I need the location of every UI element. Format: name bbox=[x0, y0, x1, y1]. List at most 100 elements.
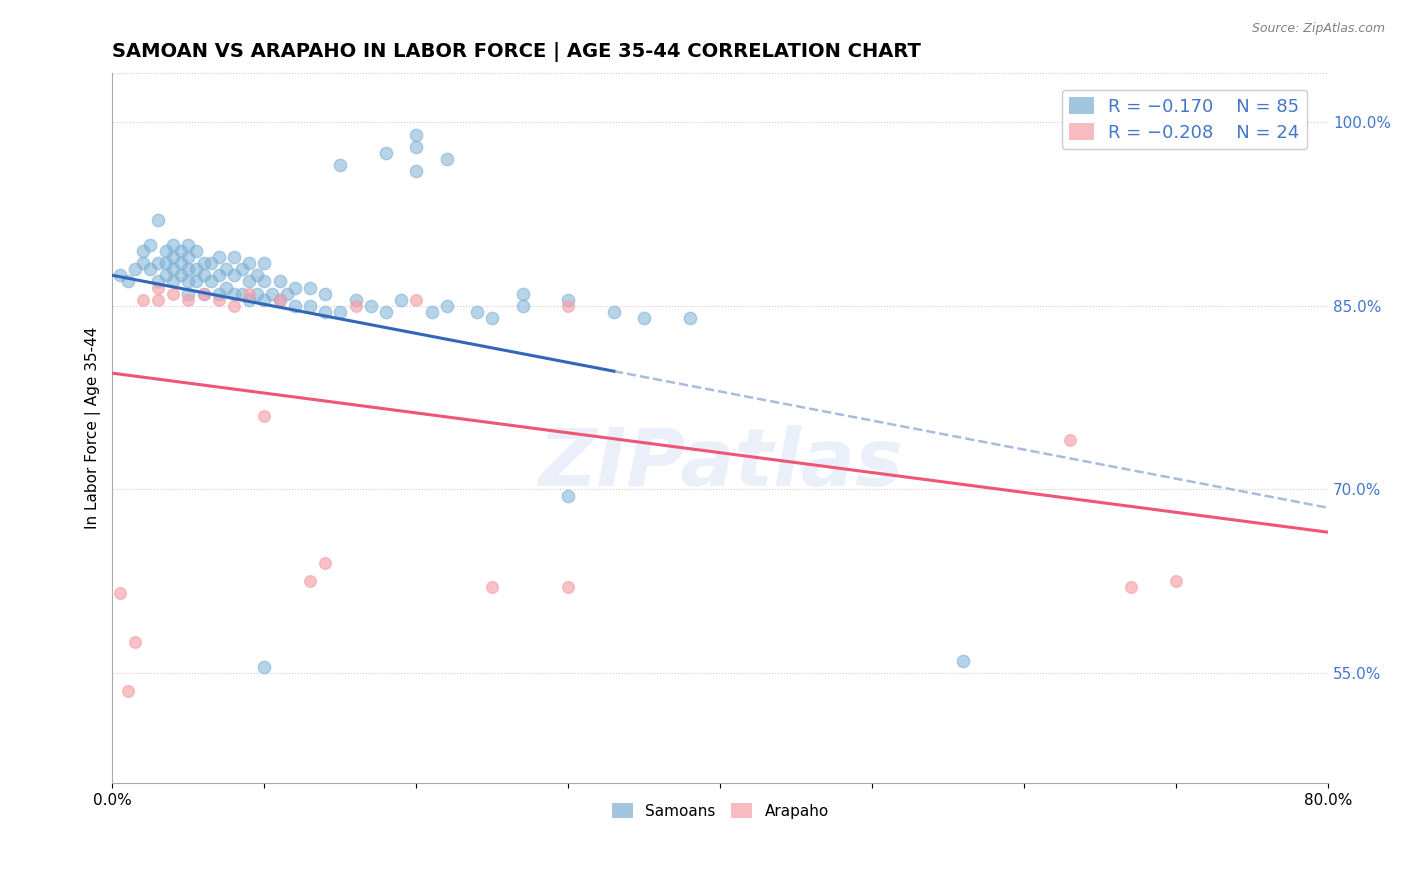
Point bbox=[132, 256, 155, 270]
Point bbox=[1119, 580, 1142, 594]
Point bbox=[512, 299, 534, 313]
Point bbox=[284, 280, 307, 294]
Point bbox=[405, 293, 427, 307]
Point bbox=[146, 256, 169, 270]
Point bbox=[1059, 434, 1081, 448]
Point bbox=[124, 262, 146, 277]
Point bbox=[215, 280, 238, 294]
Point bbox=[193, 268, 215, 283]
Text: Source: ZipAtlas.com: Source: ZipAtlas.com bbox=[1251, 22, 1385, 36]
Point bbox=[200, 256, 222, 270]
Point bbox=[170, 268, 193, 283]
Point bbox=[298, 574, 321, 589]
Point bbox=[269, 293, 291, 307]
Point bbox=[405, 128, 427, 142]
Point bbox=[208, 293, 231, 307]
Point bbox=[146, 274, 169, 288]
Point bbox=[284, 299, 307, 313]
Point bbox=[117, 274, 139, 288]
Point bbox=[260, 286, 283, 301]
Point bbox=[231, 262, 253, 277]
Y-axis label: In Labor Force | Age 35-44: In Labor Force | Age 35-44 bbox=[86, 327, 101, 530]
Point bbox=[208, 268, 231, 283]
Point bbox=[222, 250, 245, 264]
Point bbox=[1166, 574, 1188, 589]
Point bbox=[132, 244, 155, 258]
Point bbox=[124, 635, 146, 649]
Point bbox=[314, 305, 336, 319]
Point bbox=[557, 580, 579, 594]
Point bbox=[512, 286, 534, 301]
Point bbox=[603, 305, 626, 319]
Point bbox=[162, 250, 184, 264]
Point bbox=[184, 274, 207, 288]
Point bbox=[222, 286, 245, 301]
Point bbox=[155, 256, 177, 270]
Point bbox=[557, 293, 579, 307]
Point bbox=[679, 311, 702, 326]
Point bbox=[360, 299, 382, 313]
Point bbox=[389, 293, 412, 307]
Point bbox=[329, 305, 352, 319]
Point bbox=[139, 237, 162, 252]
Point bbox=[344, 293, 367, 307]
Point bbox=[155, 244, 177, 258]
Text: ZIPatlas: ZIPatlas bbox=[537, 425, 903, 503]
Point bbox=[420, 305, 443, 319]
Point bbox=[952, 654, 974, 668]
Point bbox=[117, 684, 139, 698]
Point bbox=[238, 286, 260, 301]
Point bbox=[298, 280, 321, 294]
Point bbox=[238, 274, 260, 288]
Point bbox=[329, 158, 352, 172]
Point bbox=[253, 256, 276, 270]
Point bbox=[222, 299, 245, 313]
Point bbox=[146, 213, 169, 227]
Point bbox=[193, 286, 215, 301]
Point bbox=[108, 268, 131, 283]
Point bbox=[253, 274, 276, 288]
Point bbox=[208, 250, 231, 264]
Point bbox=[253, 660, 276, 674]
Point bbox=[177, 293, 200, 307]
Point bbox=[405, 164, 427, 178]
Point bbox=[269, 293, 291, 307]
Point bbox=[276, 286, 298, 301]
Point bbox=[298, 299, 321, 313]
Point bbox=[253, 409, 276, 423]
Point bbox=[633, 311, 655, 326]
Point bbox=[481, 311, 503, 326]
Point bbox=[132, 293, 155, 307]
Point bbox=[314, 286, 336, 301]
Point bbox=[269, 274, 291, 288]
Point bbox=[162, 286, 184, 301]
Point bbox=[193, 286, 215, 301]
Point bbox=[170, 244, 193, 258]
Point bbox=[231, 286, 253, 301]
Point bbox=[436, 299, 458, 313]
Point bbox=[238, 293, 260, 307]
Point bbox=[162, 237, 184, 252]
Point bbox=[557, 299, 579, 313]
Point bbox=[193, 256, 215, 270]
Point bbox=[108, 586, 131, 600]
Point bbox=[146, 293, 169, 307]
Point bbox=[177, 286, 200, 301]
Point bbox=[177, 274, 200, 288]
Point bbox=[200, 274, 222, 288]
Point bbox=[405, 140, 427, 154]
Point bbox=[162, 274, 184, 288]
Point bbox=[557, 489, 579, 503]
Point bbox=[375, 305, 398, 319]
Point bbox=[465, 305, 488, 319]
Point bbox=[177, 250, 200, 264]
Point bbox=[238, 256, 260, 270]
Point bbox=[184, 244, 207, 258]
Point bbox=[344, 299, 367, 313]
Point bbox=[146, 280, 169, 294]
Point bbox=[375, 145, 398, 160]
Point bbox=[162, 262, 184, 277]
Text: SAMOAN VS ARAPAHO IN LABOR FORCE | AGE 35-44 CORRELATION CHART: SAMOAN VS ARAPAHO IN LABOR FORCE | AGE 3… bbox=[112, 42, 921, 62]
Point bbox=[208, 286, 231, 301]
Legend: Samoans, Arapaho: Samoans, Arapaho bbox=[606, 797, 835, 825]
